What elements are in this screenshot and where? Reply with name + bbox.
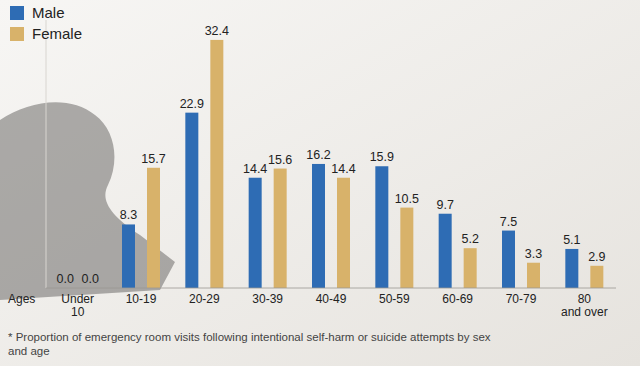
data-label: 7.5 [500, 215, 517, 229]
data-label: 8.3 [120, 208, 137, 222]
legend-label: Female [32, 25, 82, 42]
data-label: 9.7 [436, 198, 453, 212]
data-label: 15.7 [141, 152, 165, 166]
x-tick-label: 70-79 [506, 292, 537, 306]
bar [565, 249, 578, 288]
data-label: 10.5 [395, 192, 419, 206]
tspan: Under [61, 292, 94, 306]
tspan: * Proportion of emergency room visits fo… [8, 331, 491, 343]
tspan: and age [8, 345, 50, 357]
bar [527, 263, 540, 288]
tspan: 80 [578, 292, 592, 306]
x-tick-label: 30-39 [252, 292, 283, 306]
annotation: * Proportion of emergency room visits fo… [8, 331, 491, 357]
legend-label: Male [32, 4, 65, 21]
x-tick-label: 60-69 [442, 292, 473, 306]
x-tick-label: 10-19 [126, 292, 157, 306]
x-tick-label: 50-59 [379, 292, 410, 306]
data-label: 14.4 [243, 162, 267, 176]
data-labels: 0.08.322.914.416.215.99.77.55.10.015.732… [56, 24, 605, 286]
data-label: 32.4 [205, 24, 229, 38]
bar [185, 113, 198, 288]
x-tick-label: Under10 [61, 292, 94, 319]
legend-swatch [10, 27, 24, 41]
data-label: 5.2 [461, 232, 478, 246]
bar [590, 266, 603, 288]
bars [122, 40, 603, 288]
data-label: 14.4 [331, 162, 355, 176]
tspan: and over [561, 305, 608, 319]
bar [312, 164, 325, 288]
data-label: 2.9 [588, 250, 605, 264]
bar [274, 169, 287, 288]
bar [210, 40, 223, 288]
bar [502, 231, 515, 288]
data-label: 3.3 [525, 247, 542, 261]
data-label: 15.6 [268, 153, 292, 167]
data-label: 5.1 [563, 233, 580, 247]
y-axis-line [46, 20, 47, 288]
x-tick-label: 80and over [561, 292, 608, 319]
data-label: 15.9 [370, 150, 394, 164]
bar [249, 178, 262, 288]
x-tick-label: 40-49 [316, 292, 347, 306]
bar [122, 224, 135, 288]
data-label: 22.9 [180, 97, 204, 111]
silhouette [0, 102, 175, 300]
background [0, 0, 640, 366]
tspan: 10 [71, 305, 85, 319]
data-label: 16.2 [306, 148, 330, 162]
bar [400, 208, 413, 288]
x-tick-label: 20-29 [189, 292, 220, 306]
bar [464, 248, 477, 288]
legend-swatch [10, 6, 24, 20]
data-label: 0.0 [56, 272, 73, 286]
bar [337, 178, 350, 288]
bar [375, 166, 388, 288]
bar [439, 214, 452, 288]
bar [147, 168, 160, 288]
x-axis-label: Ages [8, 292, 35, 306]
data-label: 0.0 [81, 272, 98, 286]
baseline [46, 288, 616, 289]
